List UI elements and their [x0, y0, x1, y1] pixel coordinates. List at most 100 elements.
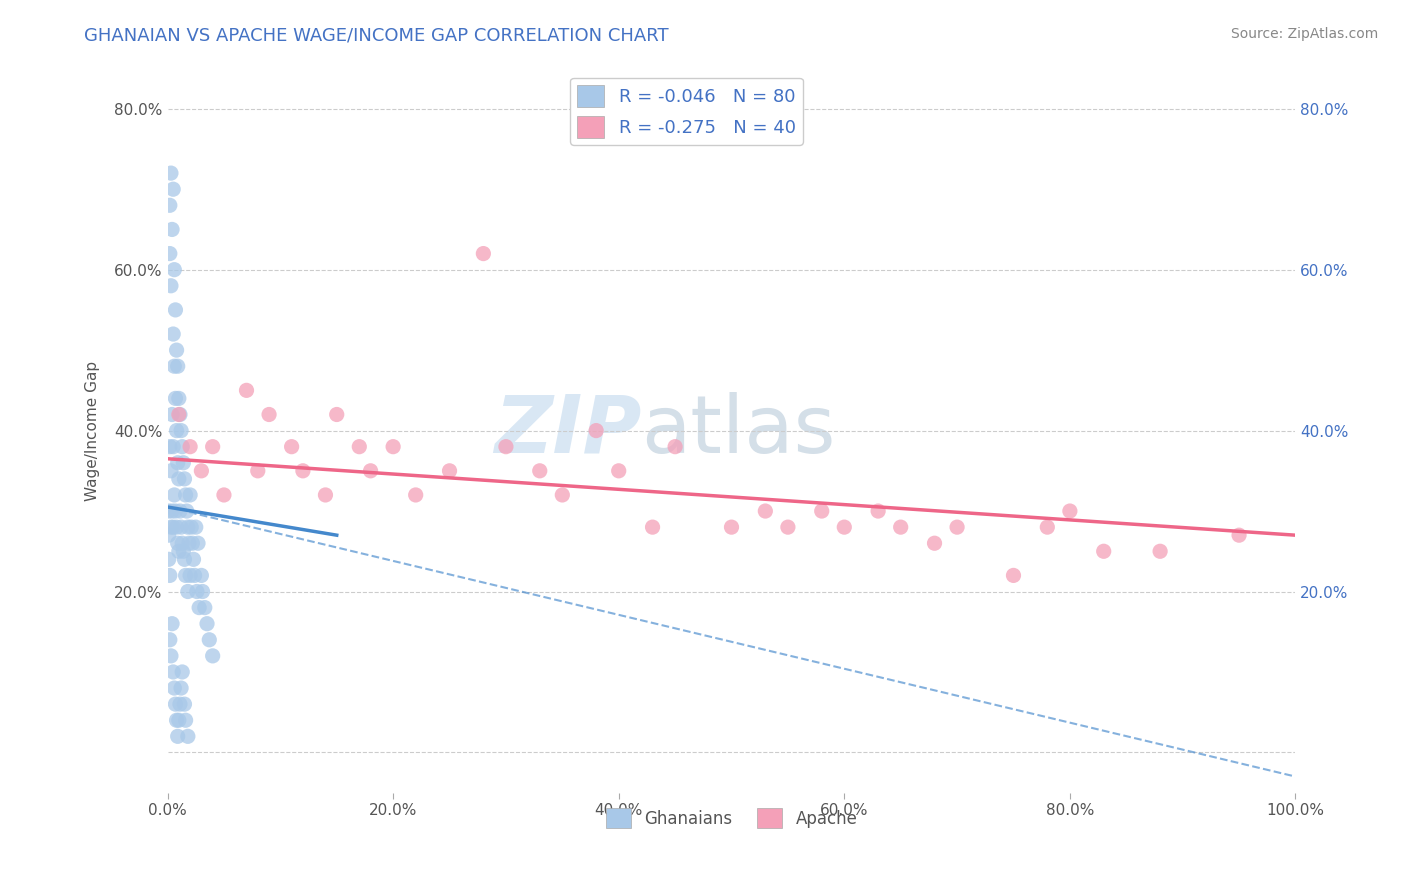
Point: [165, 504, 187, 518]
Point: [177, 520, 200, 534]
Point: [439, 464, 461, 478]
Point: [472, 246, 495, 260]
Point: [167, 392, 190, 406]
Point: [172, 544, 194, 558]
Point: [163, 262, 186, 277]
Point: [173, 697, 195, 711]
Point: [1092, 544, 1115, 558]
Point: [195, 616, 218, 631]
Point: [405, 488, 427, 502]
Y-axis label: Wage/Income Gap: Wage/Income Gap: [86, 360, 100, 500]
Point: [172, 665, 194, 679]
Point: [190, 568, 212, 582]
Point: [157, 504, 180, 518]
Point: [212, 488, 235, 502]
Point: [162, 665, 184, 679]
Point: [157, 528, 180, 542]
Point: [187, 536, 209, 550]
Point: [165, 697, 187, 711]
Point: [177, 729, 200, 743]
Point: [159, 632, 181, 647]
Point: [172, 456, 194, 470]
Point: [325, 408, 347, 422]
Point: [174, 488, 197, 502]
Point: [157, 552, 180, 566]
Point: [180, 520, 202, 534]
Point: [382, 440, 405, 454]
Point: [165, 392, 187, 406]
Point: [170, 520, 193, 534]
Point: [174, 568, 197, 582]
Point: [551, 488, 574, 502]
Point: [1036, 520, 1059, 534]
Point: [166, 713, 188, 727]
Point: [360, 464, 382, 478]
Point: [235, 384, 257, 398]
Point: [160, 520, 183, 534]
Point: [179, 568, 201, 582]
Point: [166, 729, 188, 743]
Point: [176, 504, 198, 518]
Point: [194, 600, 217, 615]
Point: [946, 520, 969, 534]
Point: [165, 302, 187, 317]
Point: [160, 408, 183, 422]
Legend: Ghanaians, Apache: Ghanaians, Apache: [599, 801, 865, 835]
Point: [162, 182, 184, 196]
Text: GHANAIAN VS APACHE WAGE/INCOME GAP CORRELATION CHART: GHANAIAN VS APACHE WAGE/INCOME GAP CORRE…: [84, 27, 669, 45]
Point: [607, 464, 630, 478]
Point: [810, 504, 832, 518]
Point: [177, 584, 200, 599]
Point: [159, 568, 181, 582]
Point: [170, 681, 193, 695]
Point: [832, 520, 855, 534]
Point: [174, 713, 197, 727]
Point: [186, 584, 208, 599]
Point: [159, 440, 181, 454]
Point: [246, 464, 269, 478]
Point: [868, 504, 890, 518]
Point: [890, 520, 912, 534]
Point: [162, 520, 184, 534]
Point: [170, 424, 193, 438]
Point: [160, 648, 183, 663]
Point: [169, 504, 191, 518]
Point: [166, 424, 188, 438]
Point: [160, 616, 183, 631]
Point: [179, 440, 201, 454]
Point: [924, 536, 946, 550]
Point: [179, 488, 201, 502]
Point: [641, 520, 664, 534]
Point: [201, 440, 224, 454]
Point: [181, 536, 204, 550]
Point: [754, 504, 776, 518]
Point: [166, 536, 188, 550]
Point: [191, 584, 214, 599]
Point: [172, 536, 194, 550]
Point: [163, 681, 186, 695]
Point: [1227, 528, 1250, 542]
Point: [167, 408, 190, 422]
Point: [169, 697, 191, 711]
Text: ZIP: ZIP: [494, 392, 641, 469]
Point: [257, 408, 280, 422]
Point: [169, 408, 191, 422]
Point: [166, 359, 188, 374]
Point: [162, 326, 184, 341]
Point: [167, 544, 190, 558]
Point: [173, 552, 195, 566]
Point: [160, 464, 183, 478]
Point: [159, 198, 181, 212]
Point: [201, 648, 224, 663]
Point: [776, 520, 799, 534]
Point: [1002, 568, 1025, 582]
Point: [280, 440, 302, 454]
Point: [183, 552, 205, 566]
Point: [159, 246, 181, 260]
Point: [184, 520, 207, 534]
Point: [1149, 544, 1171, 558]
Point: [160, 504, 183, 518]
Point: [166, 343, 188, 358]
Point: [166, 520, 188, 534]
Point: [314, 488, 336, 502]
